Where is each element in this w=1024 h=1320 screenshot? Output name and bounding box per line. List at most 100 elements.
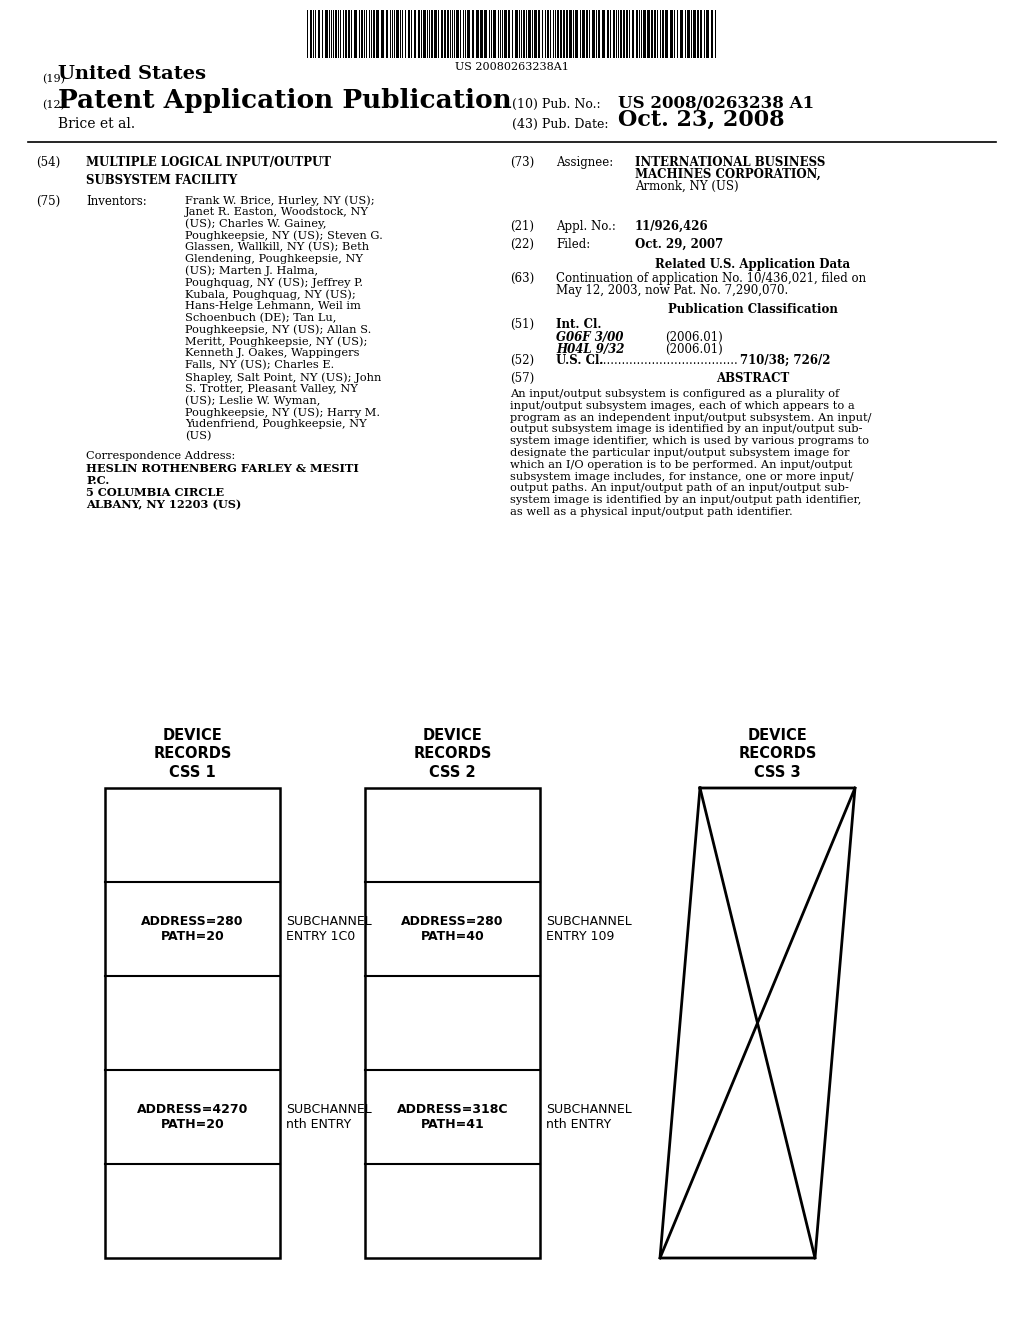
Text: MACHINES CORPORATION,: MACHINES CORPORATION, bbox=[635, 168, 821, 181]
Bar bbox=[647, 11, 650, 58]
Bar bbox=[105, 788, 280, 1258]
Bar bbox=[662, 11, 664, 58]
Text: (21): (21) bbox=[510, 220, 534, 234]
Text: G06F 3/00: G06F 3/00 bbox=[556, 331, 624, 345]
Text: Oct. 23, 2008: Oct. 23, 2008 bbox=[618, 110, 784, 131]
Bar bbox=[586, 11, 588, 58]
Bar bbox=[386, 11, 388, 58]
Text: (US); Charles W. Gainey,: (US); Charles W. Gainey, bbox=[185, 219, 327, 230]
Text: ALBANY, NY 12203 (US): ALBANY, NY 12203 (US) bbox=[86, 499, 242, 510]
Bar bbox=[325, 11, 328, 58]
Bar bbox=[523, 11, 525, 58]
Text: Poughquag, NY (US); Jeffrey P.: Poughquag, NY (US); Jeffrey P. bbox=[185, 277, 364, 288]
Text: ADDRESS=318C
PATH=41: ADDRESS=318C PATH=41 bbox=[396, 1104, 508, 1131]
Bar bbox=[643, 11, 646, 58]
Bar bbox=[434, 11, 437, 58]
Bar bbox=[431, 11, 433, 58]
Text: 5 COLUMBIA CIRCLE: 5 COLUMBIA CIRCLE bbox=[86, 487, 224, 498]
Bar bbox=[365, 788, 540, 1258]
Text: US 2008/0263238 A1: US 2008/0263238 A1 bbox=[618, 95, 814, 112]
Text: Assignee:: Assignee: bbox=[556, 156, 613, 169]
Text: as well as a physical input/output path identifier.: as well as a physical input/output path … bbox=[510, 507, 793, 517]
Text: Related U.S. Application Data: Related U.S. Application Data bbox=[655, 257, 851, 271]
Bar bbox=[396, 11, 399, 58]
Text: (2006.01): (2006.01) bbox=[665, 343, 723, 356]
Text: U.S. Cl.: U.S. Cl. bbox=[556, 354, 603, 367]
Text: program as an independent input/output subsystem. An input/: program as an independent input/output s… bbox=[510, 413, 871, 422]
Text: (51): (51) bbox=[510, 318, 535, 331]
Text: (US): (US) bbox=[185, 432, 212, 441]
Bar bbox=[632, 11, 634, 58]
Bar bbox=[566, 11, 568, 58]
Text: SUBCHANNEL
nth ENTRY: SUBCHANNEL nth ENTRY bbox=[286, 1104, 372, 1131]
Bar bbox=[547, 11, 549, 58]
Bar bbox=[444, 11, 446, 58]
Bar bbox=[680, 11, 683, 58]
Text: (US); Leslie W. Wyman,: (US); Leslie W. Wyman, bbox=[185, 396, 321, 407]
Bar bbox=[613, 11, 615, 58]
Text: May 12, 2003, now Pat. No. 7,290,070.: May 12, 2003, now Pat. No. 7,290,070. bbox=[556, 284, 788, 297]
Bar bbox=[515, 11, 518, 58]
Text: Shapley, Salt Point, NY (US); John: Shapley, Salt Point, NY (US); John bbox=[185, 372, 381, 383]
Bar bbox=[563, 11, 565, 58]
Text: DEVICE
RECORDS
CSS 2: DEVICE RECORDS CSS 2 bbox=[414, 727, 492, 780]
Text: 11/926,426: 11/926,426 bbox=[635, 220, 709, 234]
Text: (2006.01): (2006.01) bbox=[665, 331, 723, 345]
Text: Correspondence Address:: Correspondence Address: bbox=[86, 451, 236, 461]
Bar bbox=[408, 11, 410, 58]
Bar bbox=[636, 11, 638, 58]
Bar bbox=[504, 11, 507, 58]
Text: HESLIN ROTHENBERG FARLEY & MESITI: HESLIN ROTHENBERG FARLEY & MESITI bbox=[86, 463, 358, 474]
Bar bbox=[345, 11, 347, 58]
Bar bbox=[414, 11, 416, 58]
Text: designate the particular input/output subsystem image for: designate the particular input/output su… bbox=[510, 447, 850, 458]
Text: DEVICE
RECORDS
CSS 1: DEVICE RECORDS CSS 1 bbox=[154, 727, 231, 780]
Bar bbox=[592, 11, 595, 58]
Text: Glassen, Wallkill, NY (US); Beth: Glassen, Wallkill, NY (US); Beth bbox=[185, 242, 369, 252]
Bar bbox=[528, 11, 531, 58]
Text: output subsystem image is identified by an input/output sub-: output subsystem image is identified by … bbox=[510, 425, 862, 434]
Text: ........................................: ........................................ bbox=[584, 354, 737, 367]
Bar bbox=[651, 11, 653, 58]
Text: Schoenbuch (DE); Tan Lu,: Schoenbuch (DE); Tan Lu, bbox=[185, 313, 336, 323]
Bar bbox=[354, 11, 357, 58]
Text: (19): (19) bbox=[42, 74, 65, 84]
Text: Int. Cl.: Int. Cl. bbox=[556, 318, 601, 331]
Bar bbox=[484, 11, 487, 58]
Text: Poughkeepsie, NY (US); Allan S.: Poughkeepsie, NY (US); Allan S. bbox=[185, 325, 372, 335]
Text: US 20080263238A1: US 20080263238A1 bbox=[455, 62, 569, 73]
Text: DEVICE
RECORDS
CSS 3: DEVICE RECORDS CSS 3 bbox=[738, 727, 817, 780]
Bar bbox=[480, 11, 483, 58]
Text: Kenneth J. Oakes, Wappingers: Kenneth J. Oakes, Wappingers bbox=[185, 348, 359, 359]
Text: system image identifier, which is used by various programs to: system image identifier, which is used b… bbox=[510, 436, 869, 446]
Bar bbox=[447, 11, 449, 58]
Text: output paths. An input/output path of an input/output sub-: output paths. An input/output path of an… bbox=[510, 483, 849, 494]
Bar bbox=[711, 11, 713, 58]
Bar bbox=[697, 11, 699, 58]
Text: Publication Classification: Publication Classification bbox=[668, 304, 838, 315]
Bar bbox=[310, 11, 312, 58]
Text: 710/38; 726/2: 710/38; 726/2 bbox=[740, 354, 830, 367]
Text: system image is identified by an input/output path identifier,: system image is identified by an input/o… bbox=[510, 495, 861, 506]
Text: SUBCHANNEL
nth ENTRY: SUBCHANNEL nth ENTRY bbox=[546, 1104, 632, 1131]
Text: INTERNATIONAL BUSINESS: INTERNATIONAL BUSINESS bbox=[635, 156, 825, 169]
Bar bbox=[361, 11, 362, 58]
Bar bbox=[538, 11, 540, 58]
Bar bbox=[456, 11, 459, 58]
Bar bbox=[569, 11, 572, 58]
Bar bbox=[318, 11, 319, 58]
Text: Filed:: Filed: bbox=[556, 238, 590, 251]
Bar bbox=[373, 11, 375, 58]
Text: S. Trotter, Pleasant Valley, NY: S. Trotter, Pleasant Valley, NY bbox=[185, 384, 357, 393]
Text: Falls, NY (US); Charles E.: Falls, NY (US); Charles E. bbox=[185, 360, 334, 371]
Text: Poughkeepsie, NY (US); Steven G.: Poughkeepsie, NY (US); Steven G. bbox=[185, 231, 383, 242]
Text: (22): (22) bbox=[510, 238, 534, 251]
Text: Patent Application Publication: Patent Application Publication bbox=[58, 88, 512, 114]
Bar bbox=[381, 11, 384, 58]
Text: An input/output subsystem is configured as a plurality of: An input/output subsystem is configured … bbox=[510, 389, 840, 399]
Text: Continuation of application No. 10/436,021, filed on: Continuation of application No. 10/436,0… bbox=[556, 272, 866, 285]
Bar bbox=[687, 11, 690, 58]
Text: input/output subsystem images, each of which appears to a: input/output subsystem images, each of w… bbox=[510, 401, 855, 411]
Text: Janet R. Easton, Woodstock, NY: Janet R. Easton, Woodstock, NY bbox=[185, 207, 369, 216]
Text: Appl. No.:: Appl. No.: bbox=[556, 220, 615, 234]
